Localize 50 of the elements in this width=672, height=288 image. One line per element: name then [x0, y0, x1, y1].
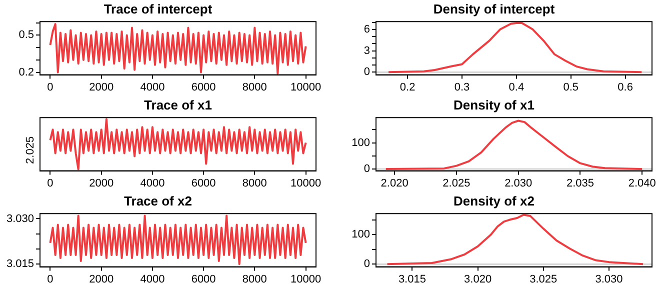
x-tick-label: 2.040 — [628, 177, 656, 190]
x-tick-label: 0 — [47, 81, 54, 94]
chart-title: Density of x2 — [454, 193, 534, 208]
y-tick-label: 3 — [364, 44, 370, 57]
y-tick-label: 0 — [364, 258, 370, 270]
x-tick-label: 6000 — [191, 81, 216, 94]
text: 2.025 — [24, 136, 37, 164]
x-tick-label: 2.020 — [380, 177, 408, 190]
y-tick-label: 100 — [352, 136, 370, 149]
y-tick-label: 3.030 — [6, 212, 34, 225]
y-tick-label: 100 — [352, 228, 370, 241]
x-tick-label: 0.3 — [454, 81, 470, 94]
x-tick-label: 2.030 — [504, 177, 532, 190]
y-tick-label: 3.015 — [6, 258, 34, 270]
x-tick-label: 4000 — [140, 273, 165, 286]
y-tick-label: 0 — [364, 66, 370, 78]
x-tick-label: 3.015 — [398, 273, 426, 286]
x-tick-label: 6000 — [191, 273, 216, 286]
x-tick-label: 0 — [47, 273, 54, 286]
x-tick-label: 6000 — [191, 177, 216, 190]
x-tick-label: 0.4 — [508, 81, 524, 94]
y-tick-label: 6 — [364, 23, 370, 36]
x-tick-label: 4000 — [140, 177, 165, 190]
y-tick-label: 0.2 — [18, 66, 34, 78]
x-tick-label: 3.030 — [595, 273, 623, 286]
y-tick-label: 0 — [364, 162, 370, 175]
chart-title: Density of x1 — [454, 97, 534, 112]
x-tick-label: 3.025 — [530, 273, 558, 286]
x-tick-label: 0.5 — [563, 81, 579, 94]
x-tick-label: 8000 — [242, 273, 267, 286]
x-tick-label: 0.6 — [618, 81, 633, 94]
x-tick-label: 3.020 — [464, 273, 492, 286]
x-tick-label: 2000 — [89, 273, 114, 286]
chart-title: Trace of x2 — [124, 193, 192, 208]
chart-title: Density of intercept — [433, 1, 556, 16]
x-tick-label: 2.025 — [442, 177, 470, 190]
x-tick-label: 4000 — [140, 81, 165, 94]
x-tick-label: 10000 — [290, 177, 322, 190]
chart-title: Trace of x1 — [144, 97, 212, 112]
x-tick-label: 0 — [47, 177, 54, 190]
x-tick-label: 10000 — [290, 81, 322, 94]
x-tick-label: 8000 — [242, 177, 267, 190]
x-tick-label: 2000 — [89, 81, 114, 94]
x-tick-label: 10000 — [290, 273, 322, 286]
x-tick-label: 2000 — [89, 177, 114, 190]
x-tick-label: 0.2 — [400, 81, 416, 94]
x-tick-label: 8000 — [242, 81, 267, 94]
x-tick-label: 2.035 — [566, 177, 594, 190]
y-tick-label: 0.5 — [18, 29, 34, 42]
chart-title: Trace of intercept — [104, 1, 213, 16]
